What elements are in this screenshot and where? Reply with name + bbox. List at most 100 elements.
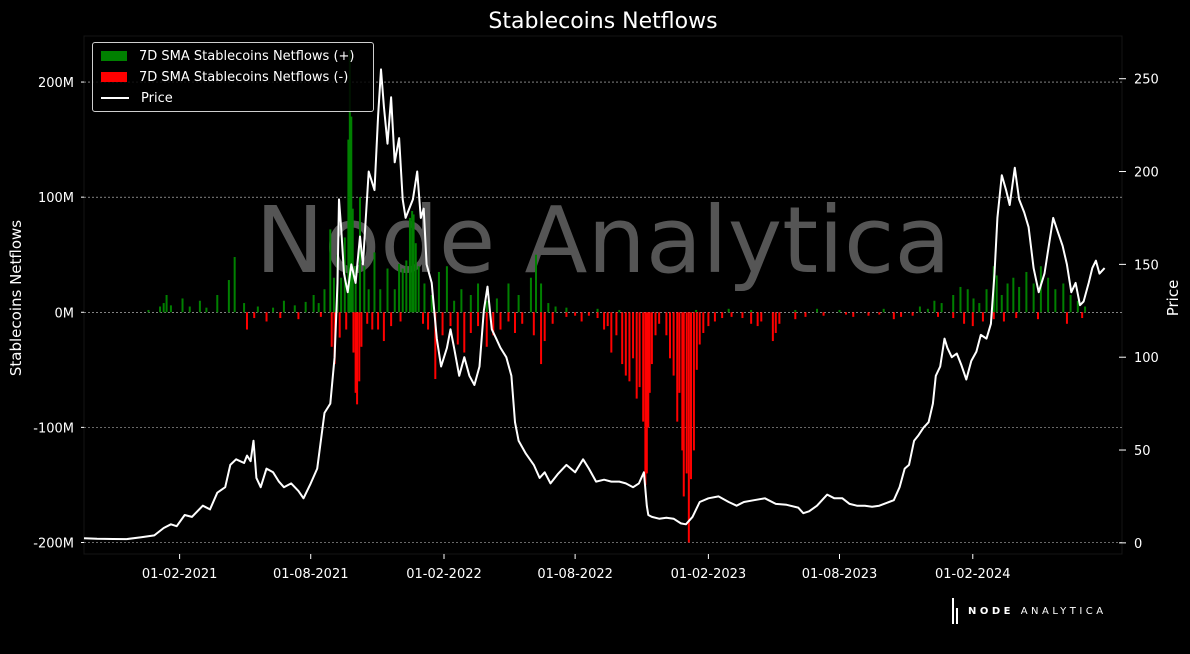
- bar-negative: [345, 312, 348, 330]
- bar-positive: [618, 309, 621, 313]
- bar-negative: [1065, 312, 1068, 324]
- bar-positive: [401, 268, 404, 313]
- bar-negative: [692, 312, 695, 451]
- bar-positive: [386, 268, 389, 313]
- bar-positive: [477, 283, 480, 313]
- bar-positive: [596, 308, 599, 313]
- bar-positive: [517, 295, 520, 313]
- x-tick-label: 01-08-2023: [802, 567, 878, 582]
- bar-positive: [317, 303, 320, 313]
- bar-negative: [695, 312, 698, 370]
- bar-positive: [165, 295, 168, 313]
- bar-positive: [1025, 271, 1028, 313]
- bar-negative: [610, 312, 613, 353]
- bar-negative: [603, 312, 606, 330]
- bar-negative: [606, 312, 609, 327]
- y-axis-right: 0 50 100 150 200 250: [1119, 73, 1159, 552]
- bar-negative: [658, 312, 661, 324]
- bar-negative: [521, 312, 524, 324]
- bar-positive: [282, 300, 285, 313]
- bar-positive: [162, 303, 165, 313]
- bar-negative: [937, 312, 940, 317]
- bar-negative: [1015, 312, 1018, 319]
- bar-positive: [393, 289, 396, 313]
- bar-positive: [363, 266, 366, 313]
- bar-positive: [256, 306, 259, 313]
- bar-positive: [354, 266, 357, 313]
- bar-negative: [499, 312, 502, 330]
- bar-positive: [348, 49, 351, 313]
- bar-negative: [352, 312, 355, 353]
- bar-positive: [188, 306, 191, 313]
- x-axis: 01-02-2021 01-08-2021 01-02-2022 01-08-2022…: [142, 554, 1011, 582]
- x-tick-label: 01-08-2022: [537, 567, 613, 582]
- bar-negative: [682, 312, 685, 497]
- bar-negative: [730, 312, 733, 317]
- bar-negative: [427, 312, 430, 330]
- bar-positive: [1039, 266, 1042, 313]
- bar-positive: [411, 210, 414, 313]
- bar-negative: [676, 312, 679, 422]
- bar-negative: [822, 312, 825, 316]
- bar-negative: [265, 312, 268, 322]
- bar-positive: [350, 116, 353, 313]
- bar-negative: [421, 312, 424, 324]
- bar-negative: [574, 312, 577, 316]
- bar-negative: [678, 312, 681, 393]
- bar-negative: [672, 312, 675, 376]
- bar-positive: [293, 305, 296, 313]
- bar-negative: [750, 312, 753, 324]
- y-right-tick-label: 250: [1134, 73, 1159, 88]
- legend-swatch-positive: [101, 51, 127, 61]
- bar-negative: [638, 312, 641, 388]
- bar-negative: [469, 312, 472, 333]
- bar-positive: [1032, 283, 1035, 313]
- bar-negative: [804, 312, 807, 317]
- netflow-bars: [147, 49, 1087, 543]
- bar-positive: [460, 289, 463, 313]
- bar-positive: [323, 289, 326, 313]
- bar-negative: [952, 312, 955, 319]
- y-tick-label: 0M: [55, 306, 75, 321]
- bar-negative: [900, 312, 903, 317]
- legend-swatch-price: [101, 97, 129, 99]
- bar-positive: [507, 283, 510, 313]
- bar-positive: [453, 300, 456, 313]
- bar-positive: [952, 295, 955, 313]
- legend-item-price: Price: [101, 88, 173, 108]
- bar-positive: [169, 305, 172, 313]
- x-tick-label: 01-02-2022: [406, 567, 482, 582]
- bar-negative: [771, 312, 774, 342]
- bar-negative: [492, 312, 495, 336]
- bar-negative: [624, 312, 627, 376]
- bar-negative: [665, 312, 668, 336]
- y-right-tick-label: 100: [1134, 351, 1159, 366]
- bar-negative: [1002, 312, 1005, 322]
- bar-negative: [702, 312, 705, 333]
- bar-positive: [469, 295, 472, 313]
- bar-negative: [760, 312, 763, 322]
- bar-positive: [332, 277, 335, 313]
- bar-negative: [371, 312, 374, 330]
- bar-positive: [398, 263, 401, 313]
- bar-positive: [358, 197, 361, 313]
- bar-positive: [159, 306, 162, 313]
- y-tick-label: -200M: [33, 536, 74, 551]
- bar-positive: [529, 277, 532, 313]
- y-axis-left-label: Stablecoins Netflows: [7, 220, 25, 376]
- brand-mark-icon: [952, 598, 960, 624]
- bar-negative: [981, 312, 984, 322]
- bar-negative: [390, 312, 393, 327]
- bar-negative: [685, 312, 688, 474]
- bar-negative: [399, 312, 402, 322]
- bar-positive: [198, 300, 201, 313]
- bar-negative: [596, 312, 599, 319]
- bar-negative: [540, 312, 543, 365]
- bar-positive: [1012, 277, 1015, 313]
- bar-positive: [495, 298, 498, 313]
- bar-positive: [181, 298, 184, 313]
- brand-logo: NODE ANALYTICA: [952, 598, 1107, 624]
- x-tick-label: 01-02-2024: [935, 567, 1011, 582]
- bar-positive: [227, 280, 230, 313]
- bar-negative: [681, 312, 684, 451]
